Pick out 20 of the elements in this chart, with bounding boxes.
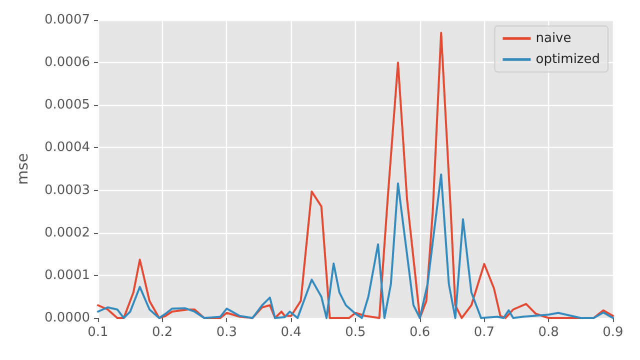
legend-label: naive [536,31,572,46]
x-tick-label: 0.8 [538,325,559,340]
y-tick-label: 0.0000 [44,310,90,326]
y-tick-label: 0.0006 [44,55,90,70]
x-tick-label: 0.1 [88,325,108,340]
legend-label: optimized [536,52,600,67]
y-tick-label: 0.0004 [44,140,90,156]
x-tick-label: 0.9 [602,325,624,340]
x-tick-label: 0.3 [216,325,238,340]
x-tick-label: 0.6 [410,325,430,340]
x-tick-label: 0.5 [345,325,366,340]
y-tick-label: 0.0002 [44,225,90,240]
y-tick-label: 0.0005 [44,98,90,113]
y-tick-label: 0.0003 [44,182,90,198]
x-tick-label: 0.2 [152,325,173,340]
x-tick-label: 0.7 [474,325,495,340]
x-tick-label: 0.4 [280,325,302,340]
y-tick-label: 0.0007 [44,12,90,28]
y-tick-label: 0.0001 [44,268,90,283]
y-axis-title: mse [14,153,32,185]
